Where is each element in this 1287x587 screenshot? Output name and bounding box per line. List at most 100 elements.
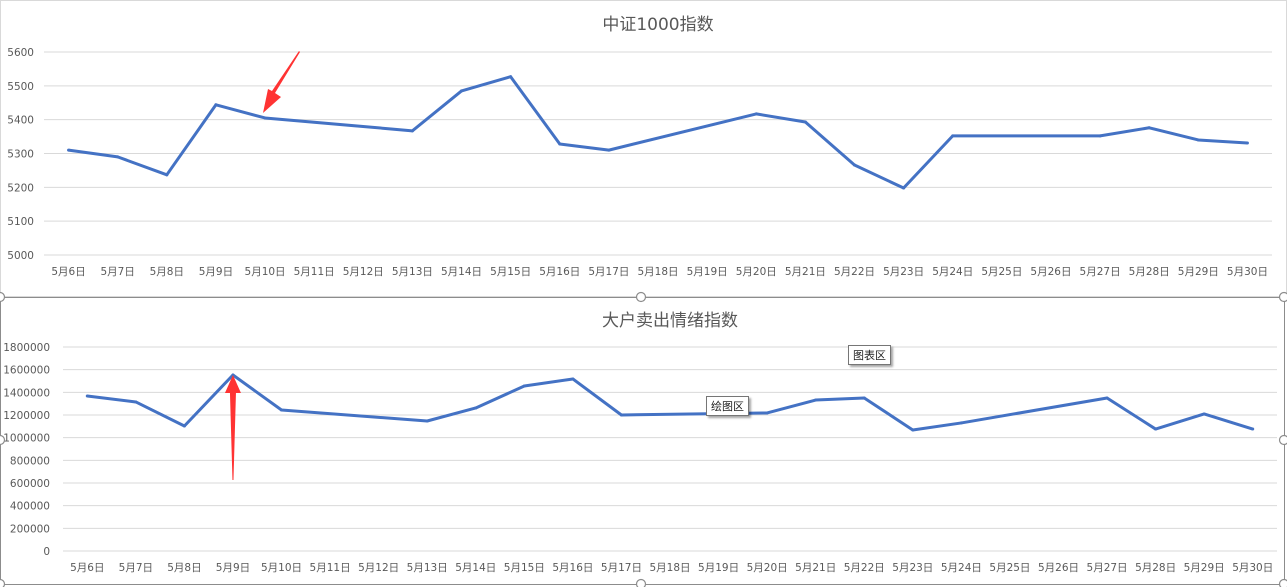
y-tick-label: 5100 [7,216,34,228]
x-tick-label: 5月8日 [150,266,184,278]
data-point [754,112,758,116]
data-point [1245,141,1249,145]
data-point [765,411,769,415]
y-tick-label: 1800000 [3,342,50,354]
data-point [509,75,513,79]
x-tick-label: 5月25日 [989,562,1030,574]
x-tick-label: 5月28日 [1135,562,1176,574]
chart-1[interactable]: 中证1000指数 5000 5100 5200 5300 5400 5500 5600 5月6日… [7,15,1272,278]
y-tick-label: 1600000 [3,365,50,377]
resize-handle[interactable] [0,434,6,446]
x-tick-label: 5月9日 [199,266,233,278]
x-tick-label: 5月12日 [358,562,399,574]
data-point [1202,412,1206,416]
x-tick-label: 5月28日 [1129,266,1170,278]
data-point [862,396,866,400]
y-tick-label: 1000000 [3,433,50,445]
x-tick-label: 5月29日 [1184,562,1225,574]
x-tick-label: 5月15日 [490,266,531,278]
data-point [67,148,71,152]
x-tick-label: 5月21日 [785,266,826,278]
x-tick-label: 5月29日 [1178,266,1219,278]
y-tick-label: 5600 [7,47,34,59]
y-tick-label: 1200000 [3,410,50,422]
resize-handle[interactable] [1278,578,1287,587]
chart-area-tooltip: 图表区 [848,345,891,365]
x-tick-label: 5月13日 [407,562,448,574]
data-point [263,116,267,120]
data-point [165,173,169,177]
data-point [1147,126,1151,130]
y-tick-label: 800000 [10,455,50,467]
resize-handle[interactable] [635,291,647,303]
red-arrow-annotation[interactable] [263,51,300,113]
y-tick-label: 5500 [7,81,34,93]
red-arrow-annotation[interactable] [224,374,241,480]
x-tick-label: 5月30日 [1232,562,1273,574]
data-point [1196,138,1200,142]
data-point [410,129,414,133]
data-point [852,163,856,167]
y-tick-label: 5000 [7,250,34,262]
series-line[interactable] [68,75,1248,190]
chart-title: 大户卖出情绪指数 [602,311,738,331]
x-tick-label: 5月23日 [892,562,933,574]
x-tick-label: 5月26日 [1038,562,1079,574]
y-tick-label: 5300 [7,149,34,161]
x-tick-label: 5月7日 [119,562,153,574]
x-tick-label: 5月7日 [100,266,134,278]
data-point [1098,134,1102,138]
data-point [814,398,818,402]
resize-handle[interactable] [0,578,6,587]
y-tick-label: 0 [43,546,50,558]
x-tick-label: 5月13日 [392,266,433,278]
data-point [571,377,575,381]
data-point [1154,427,1158,431]
resize-handle[interactable] [0,291,6,303]
chart-2-frame-selected[interactable] [0,297,1285,585]
x-tick-label: 5月24日 [941,562,982,574]
x-tick-label: 5月30日 [1227,266,1268,278]
chart-2[interactable]: 大户卖出情绪指数 0 200000 400000 600000 800000 1000000… [3,311,1277,574]
data-point [911,428,915,432]
data-point [214,103,218,107]
resize-handle[interactable] [1278,434,1287,446]
x-tick-label: 5月16日 [552,562,593,574]
data-point [951,134,955,138]
data-point [425,419,429,423]
x-tick-label: 5月22日 [834,266,875,278]
series-line[interactable] [87,373,1254,432]
x-tick-label: 5月20日 [747,562,788,574]
x-tick-label: 5月11日 [294,266,335,278]
x-tick-label: 5月23日 [883,266,924,278]
x-tick-label: 5月9日 [216,562,250,574]
resize-handle[interactable] [1278,291,1287,303]
data-point [619,413,623,417]
x-tick-label: 5月26日 [1030,266,1071,278]
x-tick-label: 5月10日 [245,266,286,278]
chart-1-frame[interactable] [0,0,1287,297]
data-point [902,186,906,190]
y-tick-label: 600000 [10,478,50,490]
y-tick-label: 200000 [10,523,50,535]
plot-area-tooltip: 绘图区 [706,396,749,416]
resize-handle[interactable] [635,578,647,587]
x-tick-label: 5月19日 [698,562,739,574]
y-tick-label: 5400 [7,115,34,127]
data-point [1105,396,1109,400]
x-tick-label: 5月24日 [932,266,973,278]
x-tick-label: 5月15日 [504,562,545,574]
data-point [803,120,807,124]
x-tick-label: 5月11日 [310,562,351,574]
data-point [474,406,478,410]
x-tick-label: 5月22日 [844,562,885,574]
x-tick-label: 5月18日 [649,562,690,574]
data-point [959,421,963,425]
data-point [182,424,186,428]
x-tick-label: 5月6日 [70,562,104,574]
x-tick-label: 5月8日 [167,562,201,574]
x-tick-label: 5月6日 [51,266,85,278]
data-point [116,155,120,159]
